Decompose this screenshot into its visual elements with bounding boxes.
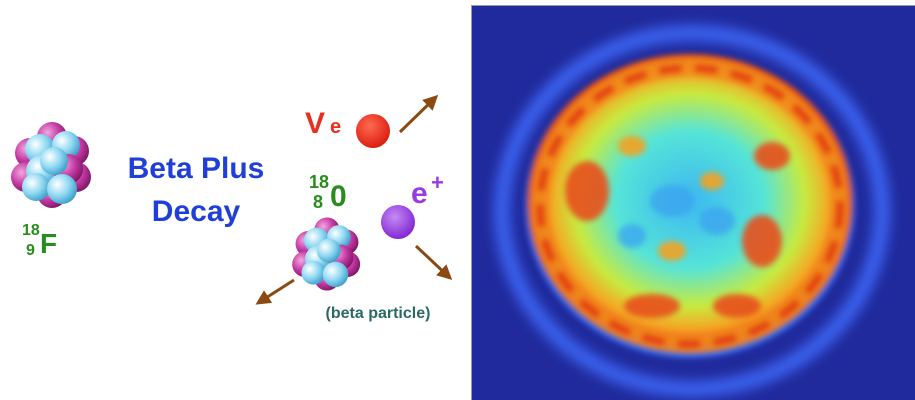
positron-superscript: + — [431, 170, 444, 195]
positron-symbol: e — [411, 177, 428, 210]
positron-particle-icon — [381, 205, 415, 239]
daughter-element-symbol: 0 — [330, 180, 347, 213]
neutrino-symbol: V — [305, 107, 325, 140]
parent-atomic-number: 9 — [26, 242, 35, 259]
pet-brain-scan-image — [471, 5, 915, 400]
positron-arrow-icon — [414, 244, 453, 281]
parent-nucleus-icon — [11, 122, 91, 208]
neutrino-arrow-icon — [398, 94, 439, 134]
parent-element-symbol: F — [40, 228, 57, 259]
beta-particle-label: (beta particle) — [326, 305, 431, 322]
neutrino-particle-icon — [356, 114, 390, 148]
title-line-1: Beta Plus — [128, 152, 265, 185]
title-line-2: Decay — [152, 195, 241, 228]
daughter-mass-number: 18 — [309, 172, 329, 192]
daughter-recoil-arrow-icon — [255, 278, 295, 305]
daughter-atomic-number: 8 — [313, 192, 323, 212]
parent-mass-number: 18 — [22, 222, 40, 239]
daughter-nucleus-icon — [292, 217, 361, 291]
neutrino-subscript: e — [330, 116, 341, 138]
